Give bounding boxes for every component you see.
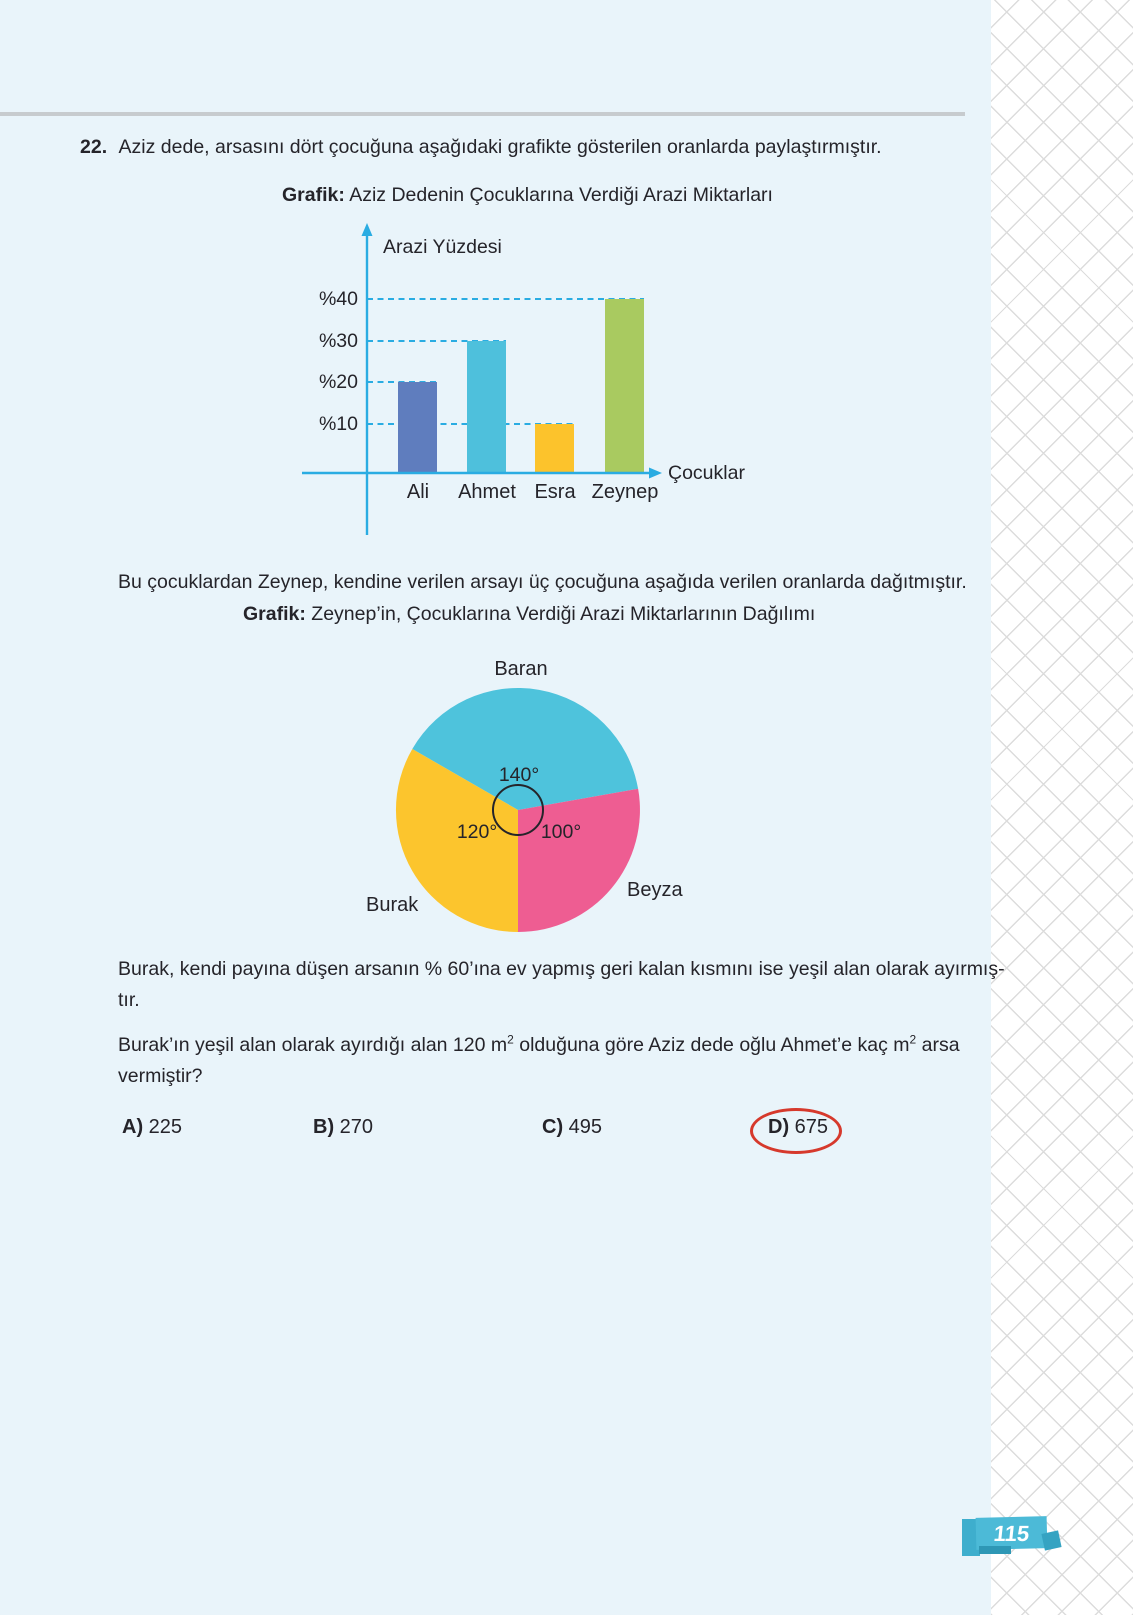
angle-label-100: 100° xyxy=(540,821,582,843)
bar-label-ali: Ali xyxy=(406,481,430,503)
answer-option-a: A) 225 xyxy=(122,1116,183,1138)
header-divider-line xyxy=(0,112,965,116)
bar-label-esra: Esra xyxy=(534,481,576,503)
bar-ali xyxy=(398,382,437,473)
bar-chart-xlabel: Çocuklar xyxy=(668,462,745,484)
burak-paragraph-line2: tır. xyxy=(118,989,140,1011)
badge-bottom-fold xyxy=(979,1546,1011,1554)
question-intro-text: Aziz dede, arsasını dört çocuğuna aşağıd… xyxy=(118,136,882,158)
pie-chart-title: Grafik: Zeynep’in, Çocuklarına Verdiği A… xyxy=(243,603,816,625)
bar-chart-ylabel: Arazi Yüzdesi xyxy=(383,236,502,258)
question-number: 22. xyxy=(80,136,108,158)
pie-slice-burak xyxy=(395,749,518,932)
badge-left-fold xyxy=(962,1519,980,1556)
y-tick-20: %20 xyxy=(318,371,358,393)
y-tick-40: %40 xyxy=(318,288,358,310)
pie-label-beyza: Beyza xyxy=(627,879,683,901)
bar-label-ahmet: Ahmet xyxy=(458,481,516,503)
bar-chart-bars xyxy=(398,299,644,473)
bar-esra xyxy=(535,424,574,473)
correct-answer-circle xyxy=(750,1108,842,1154)
between-text: Bu çocuklardan Zeynep, kendine verilen a… xyxy=(118,571,967,593)
pie-slice-beyza xyxy=(518,788,640,932)
pie-slice-baran xyxy=(412,687,639,810)
bar-label-zeynep: Zeynep xyxy=(591,481,659,503)
bar-ahmet xyxy=(467,341,506,473)
final-question-line1: Burak’ın yeşil alan olarak ayırdığı alan… xyxy=(118,1032,960,1057)
m2-superscript: 2 xyxy=(507,1032,514,1047)
m2-superscript: 2 xyxy=(909,1032,917,1047)
pie-label-burak: Burak xyxy=(366,894,419,916)
answer-option-b: B) 270 xyxy=(313,1116,374,1138)
bar-chart-axes xyxy=(302,223,662,535)
page-number: 115 xyxy=(992,1521,1031,1546)
y-tick-10: %10 xyxy=(318,413,358,435)
bar-chart xyxy=(302,223,662,535)
final-question-line2: vermiştir? xyxy=(118,1065,203,1087)
pie-slices xyxy=(395,687,640,932)
y-tick-30: %30 xyxy=(318,330,358,352)
bar-zeynep xyxy=(605,299,644,473)
x-axis-arrow-icon xyxy=(649,467,662,479)
pie-label-baran: Baran xyxy=(494,658,548,680)
angle-label-120: 120° xyxy=(456,821,498,843)
angle-label-140: 140° xyxy=(498,764,540,786)
y-axis-arrow-icon xyxy=(361,223,373,236)
pie-chart xyxy=(395,687,640,932)
burak-paragraph-line1: Burak, kendi payına düşen arsanın % 60’ı… xyxy=(118,958,1005,980)
bar-chart-title: Grafik: Aziz Dedenin Çocuklarına Verdiği… xyxy=(282,184,773,206)
answer-option-c: C) 495 xyxy=(542,1116,603,1138)
center-angle-circle-icon xyxy=(492,784,544,836)
decorative-crosshatch-strip xyxy=(991,0,1133,1615)
question-intro-line: 22. Aziz dede, arsasını dört çocuğuna aş… xyxy=(80,135,882,159)
